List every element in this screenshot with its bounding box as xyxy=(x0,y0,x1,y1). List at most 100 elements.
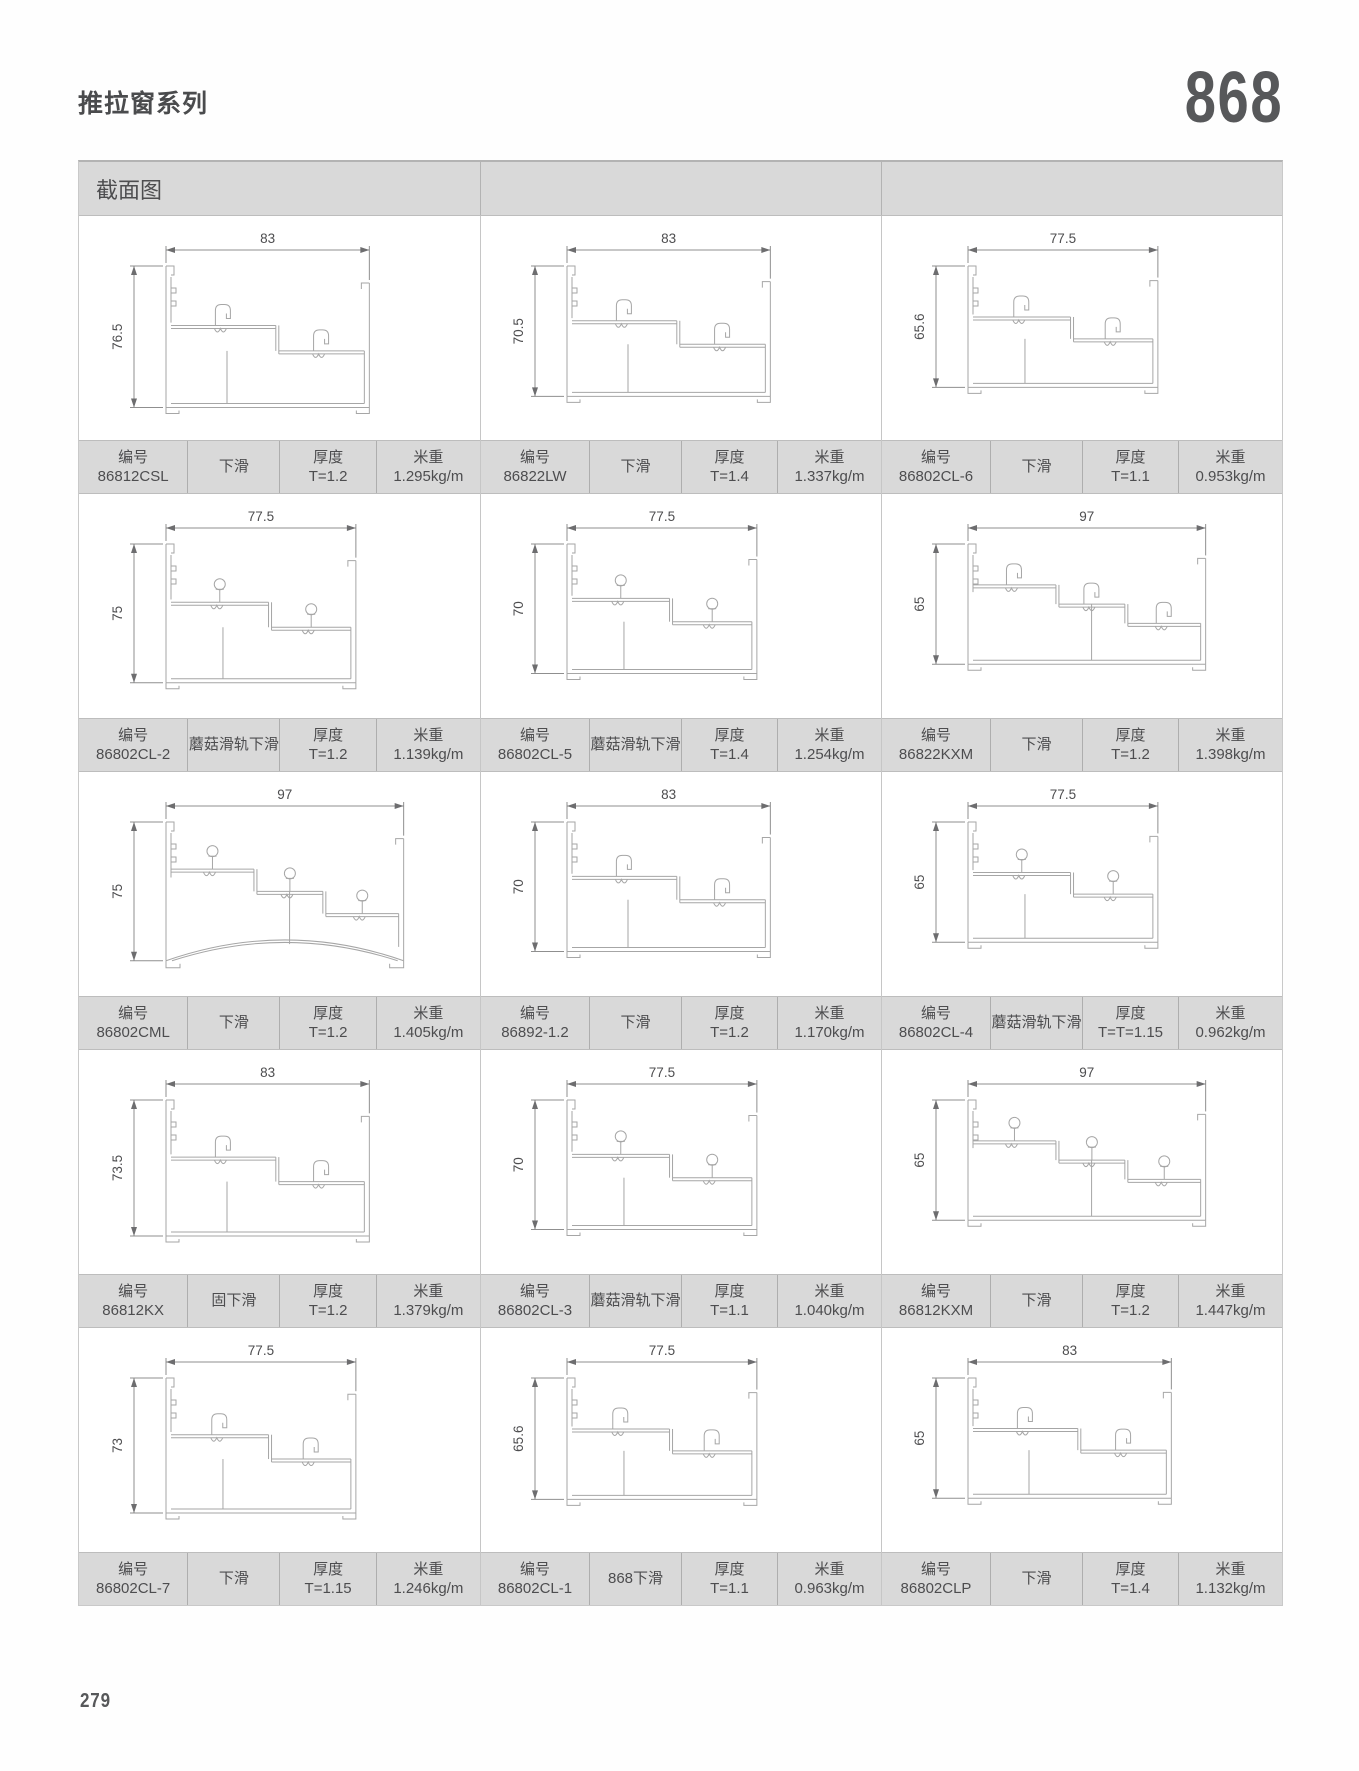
thickness-label: 厚度 xyxy=(1115,1004,1146,1022)
profile-cross-section-drawing: 77.5 65.6 xyxy=(912,231,1159,394)
dim-width-label: 83 xyxy=(661,231,676,246)
profile-cross-section-drawing: 97 65 xyxy=(912,509,1207,671)
profile-cross-section-drawing: 83 70.5 xyxy=(511,231,771,403)
code-label: 编号 xyxy=(519,1282,550,1300)
dim-width-label: 83 xyxy=(260,1065,275,1080)
type-cell: 下滑 xyxy=(589,441,681,493)
profile-cross-section-drawing: 77.5 65 xyxy=(912,787,1159,949)
profile-cross-section-drawing: 83 70 xyxy=(511,787,771,958)
code-value: 86802CL-3 xyxy=(497,1302,573,1319)
dim-width-label: 97 xyxy=(1079,1065,1094,1080)
page-header: 推拉窗系列 868 xyxy=(78,62,1283,142)
profile-section: 77.5 73 编号 86802CL-7 下滑 厚度 T=1.15 米重 1.246kg/m xyxy=(79,1328,480,1605)
weight-value: 1.295kg/m xyxy=(393,468,464,485)
dim-width-label: 97 xyxy=(1079,509,1094,524)
profile-info-row: 编号 86802CL-2 蘑菇滑轨下滑 厚度 T=1.2 米重 1.139kg/m xyxy=(79,718,480,772)
profile-grid: 83 76.5 编号 86812CSL 下滑 厚度 T=1.2 米重 1.295kg/m 83 70… xyxy=(79,216,1282,1605)
profile-grid-row: 97 75 编号 86802CML 下滑 厚度 T=1.2 米重 1.405kg/m 83 70 编号… xyxy=(79,772,1282,1050)
profile-diagram: 97 65 xyxy=(882,494,1282,718)
code-cell: 编号 86822KXM xyxy=(882,719,990,771)
type-value: 下滑 xyxy=(218,1570,249,1588)
thickness-cell: 厚度 T=1.2 xyxy=(681,997,777,1049)
code-cell: 编号 86812KX xyxy=(79,1275,187,1327)
profile-diagram: 97 75 xyxy=(79,772,480,996)
type-cell: 蘑菇滑轨下滑 xyxy=(990,997,1082,1049)
thickness-label: 厚度 xyxy=(1115,448,1146,466)
dim-width-label: 77.5 xyxy=(649,1065,675,1080)
dim-height-label: 76.5 xyxy=(110,324,125,350)
weight-label: 米重 xyxy=(413,1560,444,1578)
profile-info-row: 编号 86802CL-5 蘑菇滑轨下滑 厚度 T=1.4 米重 1.254kg/m xyxy=(481,718,881,772)
weight-label: 米重 xyxy=(1215,726,1246,744)
dim-height-label: 65 xyxy=(912,1431,927,1446)
thickness-value: T=1.4 xyxy=(1111,1580,1150,1597)
weight-cell: 米重 1.246kg/m xyxy=(375,1553,480,1605)
weight-label: 米重 xyxy=(413,448,444,466)
table-header-band: 截面图 xyxy=(79,162,1282,216)
section-header-cell-empty xyxy=(881,162,1282,215)
type-cell: 蘑菇滑轨下滑 xyxy=(589,1275,681,1327)
code-value: 86802CL-1 xyxy=(497,1580,573,1597)
code-label: 编号 xyxy=(118,1560,149,1578)
type-value: 下滑 xyxy=(1021,458,1052,476)
weight-label: 米重 xyxy=(814,726,845,744)
page-footer: 279 xyxy=(80,1690,116,1713)
dim-height-label: 70 xyxy=(511,1157,526,1172)
profile-info-row: 编号 86802CL-3 蘑菇滑轨下滑 厚度 T=1.1 米重 1.040kg/m xyxy=(481,1274,881,1328)
thickness-cell: 厚度 T=T=1.15 xyxy=(1082,997,1178,1049)
profile-info-row: 编号 86802CML 下滑 厚度 T=1.2 米重 1.405kg/m xyxy=(79,996,480,1050)
thickness-label: 厚度 xyxy=(313,1560,344,1578)
weight-value: 1.398kg/m xyxy=(1195,746,1266,763)
profile-info-row: 编号 86802CL-6 下滑 厚度 T=1.1 米重 0.953kg/m xyxy=(882,440,1282,494)
profile-grid-row: 77.5 73 编号 86802CL-7 下滑 厚度 T=1.15 米重 1.246kg/m 77… xyxy=(79,1328,1282,1605)
dim-height-label: 65.6 xyxy=(912,314,927,340)
thickness-value: T=1.1 xyxy=(710,1302,749,1319)
weight-cell: 米重 1.295kg/m xyxy=(375,441,480,493)
weight-value: 1.170kg/m xyxy=(794,1024,865,1041)
dim-height-label: 70 xyxy=(511,879,526,894)
thickness-label: 厚度 xyxy=(313,1282,344,1300)
thickness-cell: 厚度 T=1.4 xyxy=(1082,1553,1178,1605)
type-value: 蘑菇滑轨下滑 xyxy=(188,736,279,754)
profile-info-row: 编号 86812CSL 下滑 厚度 T=1.2 米重 1.295kg/m xyxy=(79,440,480,494)
thickness-label: 厚度 xyxy=(1115,726,1146,744)
code-cell: 编号 86802CL-6 xyxy=(882,441,990,493)
thickness-cell: 厚度 T=1.2 xyxy=(279,441,375,493)
profile-section: 97 75 编号 86802CML 下滑 厚度 T=1.2 米重 1.405kg/m xyxy=(79,772,480,1050)
thickness-cell: 厚度 T=1.1 xyxy=(681,1553,777,1605)
profile-info-row: 编号 86812KXM 下滑 厚度 T=1.2 米重 1.447kg/m xyxy=(882,1274,1282,1328)
thickness-cell: 厚度 T=1.2 xyxy=(279,997,375,1049)
code-cell: 编号 86802CLP xyxy=(882,1553,990,1605)
thickness-value: T=1.2 xyxy=(308,1302,348,1319)
type-value: 下滑 xyxy=(1021,736,1052,754)
code-label: 编号 xyxy=(519,1560,550,1578)
weight-cell: 米重 1.337kg/m xyxy=(777,441,881,493)
dim-width-label: 77.5 xyxy=(649,509,675,524)
profile-info-row: 编号 86802CL-7 下滑 厚度 T=1.15 米重 1.246kg/m xyxy=(79,1552,480,1605)
weight-value: 1.337kg/m xyxy=(794,468,865,485)
thickness-cell: 厚度 T=1.2 xyxy=(279,719,375,771)
type-cell: 蘑菇滑轨下滑 xyxy=(589,719,681,771)
code-cell: 编号 86812CSL xyxy=(79,441,187,493)
weight-label: 米重 xyxy=(814,1282,845,1300)
profile-info-row: 编号 86802CLP 下滑 厚度 T=1.4 米重 1.132kg/m xyxy=(882,1552,1282,1605)
code-value: 86892-1.2 xyxy=(501,1024,569,1041)
code-cell: 编号 86802CL-2 xyxy=(79,719,187,771)
weight-label: 米重 xyxy=(1215,1004,1246,1022)
type-cell: 下滑 xyxy=(589,997,681,1049)
code-value: 86822LW xyxy=(503,468,567,485)
type-value: 下滑 xyxy=(620,458,651,476)
weight-label: 米重 xyxy=(413,1282,444,1300)
type-value: 蘑菇滑轨下滑 xyxy=(590,1292,681,1310)
weight-value: 1.139kg/m xyxy=(393,746,464,763)
profile-diagram: 83 76.5 xyxy=(79,216,480,440)
type-value: 下滑 xyxy=(218,1014,249,1032)
code-value: 86812KXM xyxy=(898,1302,974,1319)
thickness-cell: 厚度 T=1.2 xyxy=(279,1275,375,1327)
code-cell: 编号 86822LW xyxy=(481,441,589,493)
code-value: 86802CML xyxy=(96,1024,170,1041)
code-cell: 编号 86802CL-7 xyxy=(79,1553,187,1605)
dim-height-label: 75 xyxy=(110,884,125,899)
profile-cross-section-drawing: 83 73.5 xyxy=(110,1065,370,1243)
dim-height-label: 73.5 xyxy=(110,1155,125,1181)
